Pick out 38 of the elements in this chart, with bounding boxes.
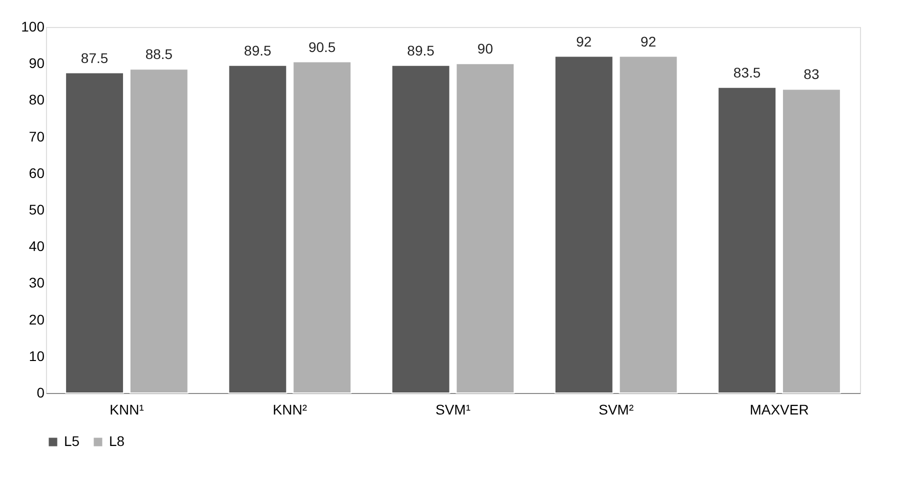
y-tick-label: 60 bbox=[28, 164, 45, 181]
bar bbox=[782, 88, 841, 394]
data-label: 83 bbox=[804, 66, 820, 82]
y-tick-label: 30 bbox=[28, 274, 45, 291]
bar bbox=[228, 64, 288, 394]
data-label: 89.5 bbox=[407, 42, 435, 58]
data-label: 90 bbox=[477, 40, 494, 57]
bar bbox=[718, 86, 777, 394]
bar bbox=[129, 68, 188, 394]
bar bbox=[618, 56, 678, 394]
y-tick-label: 100 bbox=[21, 18, 45, 34]
legend-label: L5 bbox=[64, 433, 80, 449]
data-label: 88.5 bbox=[145, 46, 173, 62]
y-tick-label: 10 bbox=[28, 348, 45, 364]
y-tick-label: 0 bbox=[36, 384, 45, 400]
data-label: 92 bbox=[576, 33, 592, 50]
x-tick-label: SVM¹ bbox=[436, 402, 471, 418]
bar bbox=[391, 64, 450, 394]
y-tick-label: 40 bbox=[28, 238, 45, 254]
data-label: 87.5 bbox=[80, 50, 108, 66]
x-tick-label: KNN¹ bbox=[110, 402, 144, 418]
bar bbox=[65, 72, 124, 394]
x-tick-label: KNN² bbox=[272, 402, 308, 418]
data-label: 92 bbox=[640, 33, 656, 50]
y-tick-label: 80 bbox=[28, 92, 45, 108]
data-label: 83.5 bbox=[733, 64, 761, 80]
bar bbox=[554, 56, 614, 394]
bar bbox=[456, 63, 515, 394]
bar bbox=[292, 61, 352, 394]
x-tick-label: MAXVER bbox=[750, 402, 809, 418]
y-tick-label: 90 bbox=[28, 55, 45, 72]
y-tick-label: 50 bbox=[28, 202, 45, 218]
legend-label: L8 bbox=[109, 433, 125, 449]
y-tick-label: 20 bbox=[28, 311, 45, 328]
data-label: 89.5 bbox=[244, 42, 272, 58]
x-tick-label: SVM² bbox=[598, 402, 634, 418]
y-tick-label: 70 bbox=[28, 128, 45, 144]
data-label: 90.5 bbox=[308, 38, 336, 55]
